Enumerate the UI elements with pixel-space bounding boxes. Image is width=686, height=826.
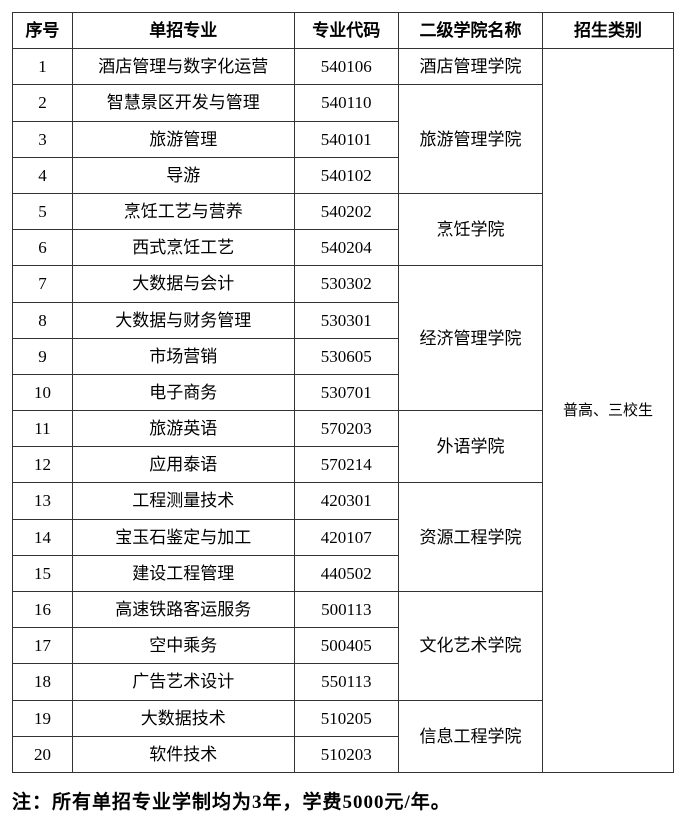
cell-seq: 14: [13, 519, 73, 555]
cell-seq: 9: [13, 338, 73, 374]
cell-major: 智慧景区开发与管理: [72, 85, 294, 121]
col-header-major: 单招专业: [72, 13, 294, 49]
cell-code: 570203: [294, 411, 398, 447]
cell-seq: 16: [13, 592, 73, 628]
cell-college: 烹饪学院: [398, 193, 542, 265]
cell-seq: 2: [13, 85, 73, 121]
cell-code: 540110: [294, 85, 398, 121]
cell-major: 高速铁路客运服务: [72, 592, 294, 628]
cell-code: 510205: [294, 700, 398, 736]
cell-major: 西式烹饪工艺: [72, 230, 294, 266]
cell-code: 530605: [294, 338, 398, 374]
col-header-code: 专业代码: [294, 13, 398, 49]
cell-college: 外语学院: [398, 411, 542, 483]
cell-major: 市场营销: [72, 338, 294, 374]
cell-seq: 13: [13, 483, 73, 519]
cell-major: 大数据与会计: [72, 266, 294, 302]
cell-seq: 20: [13, 736, 73, 772]
cell-major: 宝玉石鉴定与加工: [72, 519, 294, 555]
cell-seq: 8: [13, 302, 73, 338]
cell-code: 540106: [294, 49, 398, 85]
cell-category: 普高、三校生: [543, 49, 674, 773]
cell-seq: 1: [13, 49, 73, 85]
cell-seq: 10: [13, 374, 73, 410]
cell-major: 工程测量技术: [72, 483, 294, 519]
cell-seq: 15: [13, 555, 73, 591]
cell-code: 540101: [294, 121, 398, 157]
cell-major: 大数据技术: [72, 700, 294, 736]
cell-major: 烹饪工艺与营养: [72, 193, 294, 229]
col-header-seq: 序号: [13, 13, 73, 49]
table-row: 1酒店管理与数字化运营540106酒店管理学院普高、三校生: [13, 49, 674, 85]
cell-major: 大数据与财务管理: [72, 302, 294, 338]
cell-major: 应用泰语: [72, 447, 294, 483]
cell-seq: 18: [13, 664, 73, 700]
col-header-college: 二级学院名称: [398, 13, 542, 49]
cell-code: 540204: [294, 230, 398, 266]
cell-code: 540202: [294, 193, 398, 229]
cell-college: 酒店管理学院: [398, 49, 542, 85]
cell-code: 420301: [294, 483, 398, 519]
table-body: 1酒店管理与数字化运营540106酒店管理学院普高、三校生2智慧景区开发与管理5…: [13, 49, 674, 773]
cell-code: 500405: [294, 628, 398, 664]
cell-college: 旅游管理学院: [398, 85, 542, 194]
cell-major: 电子商务: [72, 374, 294, 410]
cell-seq: 19: [13, 700, 73, 736]
cell-seq: 7: [13, 266, 73, 302]
cell-seq: 6: [13, 230, 73, 266]
cell-code: 440502: [294, 555, 398, 591]
cell-code: 570214: [294, 447, 398, 483]
col-header-category: 招生类别: [543, 13, 674, 49]
cell-major: 酒店管理与数字化运营: [72, 49, 294, 85]
cell-college: 经济管理学院: [398, 266, 542, 411]
cell-college: 文化艺术学院: [398, 592, 542, 701]
footnote: 注：所有单招专业学制均为3年，学费5000元/年。: [12, 787, 674, 814]
cell-seq: 4: [13, 157, 73, 193]
cell-major: 空中乘务: [72, 628, 294, 664]
cell-seq: 11: [13, 411, 73, 447]
cell-code: 530302: [294, 266, 398, 302]
cell-seq: 17: [13, 628, 73, 664]
cell-major: 软件技术: [72, 736, 294, 772]
cell-major: 广告艺术设计: [72, 664, 294, 700]
cell-code: 510203: [294, 736, 398, 772]
cell-code: 420107: [294, 519, 398, 555]
cell-code: 550113: [294, 664, 398, 700]
table-header-row: 序号 单招专业 专业代码 二级学院名称 招生类别: [13, 13, 674, 49]
cell-college: 资源工程学院: [398, 483, 542, 592]
cell-major: 旅游管理: [72, 121, 294, 157]
cell-seq: 3: [13, 121, 73, 157]
cell-code: 500113: [294, 592, 398, 628]
cell-code: 540102: [294, 157, 398, 193]
majors-table: 序号 单招专业 专业代码 二级学院名称 招生类别 1酒店管理与数字化运营5401…: [12, 12, 674, 773]
cell-major: 导游: [72, 157, 294, 193]
cell-college: 信息工程学院: [398, 700, 542, 772]
cell-seq: 5: [13, 193, 73, 229]
cell-seq: 12: [13, 447, 73, 483]
cell-code: 530301: [294, 302, 398, 338]
cell-code: 530701: [294, 374, 398, 410]
cell-major: 旅游英语: [72, 411, 294, 447]
cell-major: 建设工程管理: [72, 555, 294, 591]
